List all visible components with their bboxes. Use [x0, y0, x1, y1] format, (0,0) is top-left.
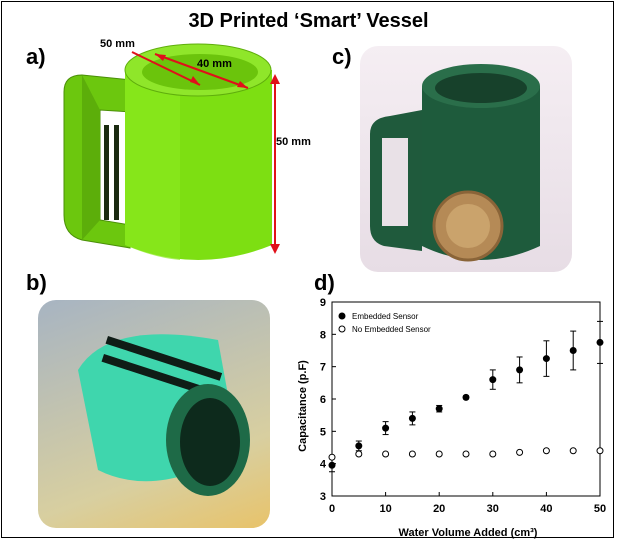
- chart-legend: Embedded Sensor No Embedded Sensor: [338, 312, 431, 334]
- no-sensor-point: [435, 450, 443, 458]
- embedded-sensor-point: [596, 338, 604, 346]
- y-tick-label: 5: [320, 426, 326, 438]
- capacitance-chart: 3 4 5 6 7 8 9 0 10 20 30 40 50 Embedded Sensor No Emb…: [297, 297, 606, 539]
- y-tick-label: 6: [320, 394, 326, 406]
- embedded-sensor-point: [435, 405, 443, 413]
- legend-label: Embedded Sensor: [352, 312, 419, 321]
- y-tick-label: 4: [320, 459, 327, 471]
- turquoise-mug-illustration: [78, 334, 250, 496]
- x-tick-label: 30: [487, 503, 499, 515]
- x-tick-label: 50: [594, 503, 606, 515]
- embedded-sensor-point: [489, 376, 497, 384]
- panel-label-a: a): [26, 44, 46, 69]
- cad-mug-drawing: [63, 43, 280, 260]
- figure-title: 3D Printed ‘Smart’ Vessel: [188, 10, 429, 32]
- dimension-diameter: 40 mm: [197, 58, 232, 70]
- embedded-sensor-point: [516, 366, 524, 374]
- y-axis-label: Capacitance (p.F): [297, 360, 309, 452]
- no-sensor-point: [569, 447, 577, 455]
- embedded-sensor-point: [408, 414, 416, 422]
- no-sensor-point: [382, 450, 390, 458]
- chart-marks: [328, 320, 604, 473]
- no-sensor-point: [355, 450, 363, 458]
- x-tick-label: 0: [329, 503, 335, 515]
- chart-axes: 3 4 5 6 7 8 9 0 10 20 30 40 50: [320, 297, 606, 515]
- no-sensor-point: [542, 447, 550, 455]
- panel-label-d: d): [314, 270, 335, 295]
- y-tick-label: 9: [320, 297, 326, 309]
- no-sensor-point: [328, 453, 336, 461]
- printed-mug-illustration: [370, 64, 540, 262]
- turquoise-mug-photo: [38, 300, 270, 528]
- y-tick-label: 3: [320, 491, 326, 503]
- embedded-sensor-point: [462, 393, 470, 401]
- panel-label-b: b): [26, 270, 47, 295]
- y-tick-label: 7: [320, 362, 326, 374]
- no-sensor-point: [596, 447, 604, 455]
- dimension-height: 50 mm: [276, 136, 311, 148]
- x-tick-label: 20: [433, 503, 445, 515]
- legend-marker: [338, 325, 346, 333]
- embedded-sensor-point: [542, 355, 550, 363]
- dimension-handle-gap: 50 mm: [100, 38, 135, 50]
- x-tick-label: 10: [379, 503, 391, 515]
- printed-mug-photo: [360, 46, 572, 272]
- x-axis-label: Water Volume Added (cm³): [399, 527, 538, 539]
- no-sensor-point: [489, 450, 497, 458]
- no-sensor-point: [408, 450, 416, 458]
- y-tick-label: 8: [320, 329, 326, 341]
- legend-label: No Embedded Sensor: [352, 325, 431, 334]
- embedded-sensor-point: [382, 424, 390, 432]
- embedded-sensor-point: [328, 461, 336, 469]
- panel-label-c: c): [332, 44, 352, 69]
- no-sensor-point: [462, 450, 470, 458]
- x-tick-label: 40: [540, 503, 552, 515]
- embedded-sensor-point: [569, 347, 577, 354]
- legend-marker: [338, 312, 346, 320]
- embedded-sensor-point: [355, 442, 363, 450]
- no-sensor-point: [516, 448, 524, 456]
